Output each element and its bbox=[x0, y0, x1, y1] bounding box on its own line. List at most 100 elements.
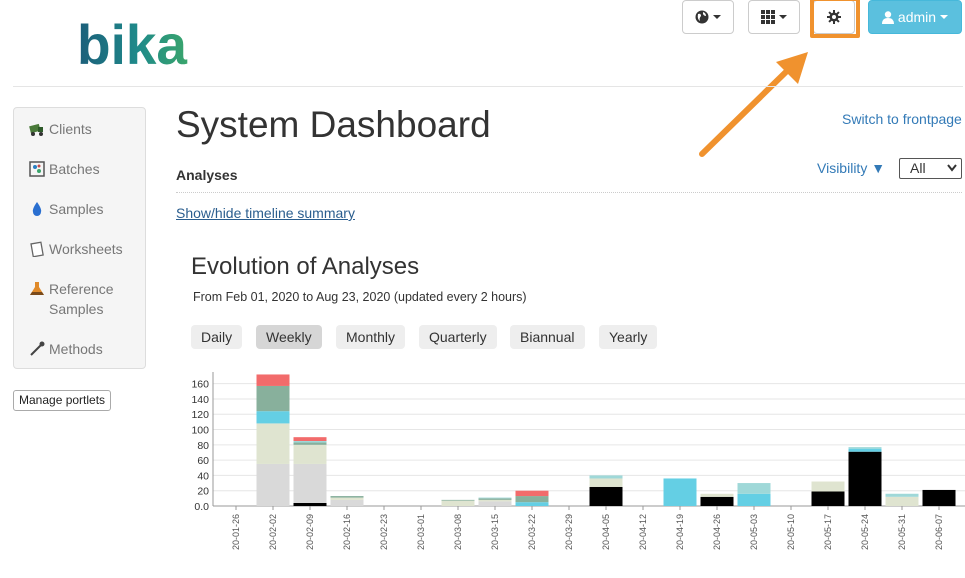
sidebar-item-label: Worksheets bbox=[49, 241, 123, 257]
timeline-toggle-link[interactable]: Show/hide timeline summary bbox=[176, 205, 355, 221]
bar-segment bbox=[885, 496, 919, 506]
y-tick-label: 100 bbox=[191, 425, 209, 437]
bar-segment bbox=[256, 374, 290, 386]
bar-segment bbox=[293, 444, 327, 464]
settings-highlight bbox=[810, 0, 860, 38]
sidebar-item-label: Clients bbox=[49, 121, 92, 137]
bar-segment bbox=[293, 441, 327, 443]
sidebar-item-samples[interactable]: Samples bbox=[29, 199, 103, 219]
settings-button[interactable] bbox=[813, 0, 855, 34]
sidebar-item-reference-samples[interactable]: Reference Samples bbox=[29, 279, 139, 319]
y-tick-label: 140 bbox=[191, 394, 209, 406]
sidebar-item-clients[interactable]: Clients bbox=[29, 119, 92, 139]
bar-segment bbox=[256, 411, 290, 424]
y-tick-label: 60 bbox=[197, 455, 209, 467]
sidebar-item-methods[interactable]: Methods bbox=[29, 339, 103, 359]
chevron-down-icon bbox=[779, 15, 787, 19]
bar-segment bbox=[515, 490, 549, 497]
y-tick-label: 80 bbox=[197, 440, 209, 452]
x-tick-label: 20-02-02 bbox=[268, 514, 278, 550]
user-menu-button[interactable]: admin bbox=[868, 0, 962, 34]
x-tick-label: 20-03-22 bbox=[527, 514, 537, 550]
bar-segment bbox=[441, 500, 475, 506]
x-tick-label: 20-05-31 bbox=[897, 514, 907, 550]
drop-icon bbox=[32, 202, 42, 216]
bar-segment bbox=[589, 478, 623, 487]
visibility-select[interactable]: All bbox=[899, 158, 962, 179]
x-tick-label: 20-01-26 bbox=[231, 514, 241, 550]
x-tick-label: 20-04-05 bbox=[601, 514, 611, 550]
bar-segment bbox=[330, 496, 364, 498]
batch-icon bbox=[29, 161, 45, 177]
x-tick-label: 20-03-08 bbox=[453, 514, 463, 550]
period-daily[interactable]: Daily bbox=[191, 325, 243, 349]
sidebar-item-label: Reference Samples bbox=[49, 281, 114, 317]
visibility-select-value: All bbox=[910, 160, 926, 176]
apps-button[interactable] bbox=[748, 0, 800, 34]
sidebar: Clients Batches Samples Worksheets Refer… bbox=[13, 107, 146, 369]
y-tick-label: 40 bbox=[197, 470, 209, 482]
analyses-chart: 0.0 20 40 60 80 100 120 140 160 20-01-26 20-02-02 2… bbox=[191, 372, 965, 550]
period-yearly[interactable]: Yearly bbox=[599, 325, 658, 349]
bar-segment bbox=[330, 497, 364, 500]
sidebar-item-label: Batches bbox=[49, 161, 100, 177]
x-tick-label: 20-04-19 bbox=[675, 514, 685, 550]
y-tick-label: 120 bbox=[191, 409, 209, 421]
bar-segment bbox=[515, 496, 549, 503]
bar-segment bbox=[256, 423, 290, 464]
bar-segment bbox=[256, 463, 290, 506]
flask-icon bbox=[30, 282, 44, 295]
bar-segment bbox=[293, 463, 327, 503]
period-monthly[interactable]: Monthly bbox=[336, 325, 406, 349]
sidebar-item-label: Methods bbox=[49, 341, 103, 357]
period-quarterly[interactable]: Quarterly bbox=[419, 325, 497, 349]
x-tick-label: 20-05-24 bbox=[860, 514, 870, 550]
bar-segment bbox=[478, 499, 512, 502]
bar-segment bbox=[293, 442, 327, 445]
bar-segment bbox=[848, 448, 882, 452]
bar-segment bbox=[256, 385, 290, 412]
sidebar-item-batches[interactable]: Batches bbox=[29, 159, 100, 179]
x-tick-label: 20-02-23 bbox=[379, 514, 389, 550]
page-title: System Dashboard bbox=[176, 104, 491, 145]
x-tick-label: 20-03-15 bbox=[490, 514, 500, 550]
chart-title: Evolution of Analyses bbox=[191, 253, 420, 280]
date-range: From Feb 01, 2020 to Aug 23, 2020 (updat… bbox=[193, 290, 527, 304]
bar-segment bbox=[589, 486, 623, 506]
bar-segment bbox=[293, 437, 327, 441]
bar-segment bbox=[700, 496, 734, 506]
bar-segment bbox=[700, 493, 734, 497]
bar-segment bbox=[663, 478, 697, 506]
bar-segment bbox=[330, 499, 364, 506]
switch-frontpage-link[interactable]: Switch to frontpage bbox=[842, 111, 962, 127]
section-divider bbox=[176, 192, 962, 193]
annotation-arrow bbox=[699, 52, 808, 157]
bar-segment bbox=[885, 493, 919, 497]
chevron-down-icon bbox=[940, 15, 949, 19]
svg-text:bika: bika bbox=[77, 18, 188, 68]
sidebar-item-worksheets[interactable]: Worksheets bbox=[29, 239, 123, 259]
x-tick-label: 20-04-12 bbox=[638, 514, 648, 550]
x-tick-label: 20-05-03 bbox=[749, 514, 759, 550]
manage-portlets-button[interactable]: Manage portlets bbox=[13, 390, 112, 411]
sidebar-item-label: Samples bbox=[49, 201, 104, 217]
language-button[interactable] bbox=[682, 0, 734, 34]
bika-logo[interactable]: bika bbox=[77, 18, 189, 68]
bar-segment bbox=[922, 489, 956, 506]
x-tick-label: 20-05-17 bbox=[823, 514, 833, 550]
visibility-toggle[interactable]: Visibility ▼ bbox=[817, 160, 886, 176]
bar-segment bbox=[737, 493, 771, 506]
user-icon bbox=[881, 10, 894, 24]
bar-segment bbox=[737, 483, 771, 494]
x-tick-label: 20-03-01 bbox=[416, 514, 426, 550]
x-tick-label: 20-05-10 bbox=[786, 514, 796, 550]
bar-segment bbox=[811, 481, 845, 492]
bar-segment bbox=[293, 502, 327, 506]
bar-segment bbox=[478, 501, 512, 506]
section-title: Analyses bbox=[176, 167, 238, 183]
bar-segment bbox=[515, 502, 549, 506]
x-tick-label: 20-06-07 bbox=[934, 514, 944, 550]
period-biannual[interactable]: Biannual bbox=[510, 325, 585, 349]
period-weekly[interactable]: Weekly bbox=[256, 325, 322, 349]
worksheet-icon bbox=[30, 241, 44, 257]
